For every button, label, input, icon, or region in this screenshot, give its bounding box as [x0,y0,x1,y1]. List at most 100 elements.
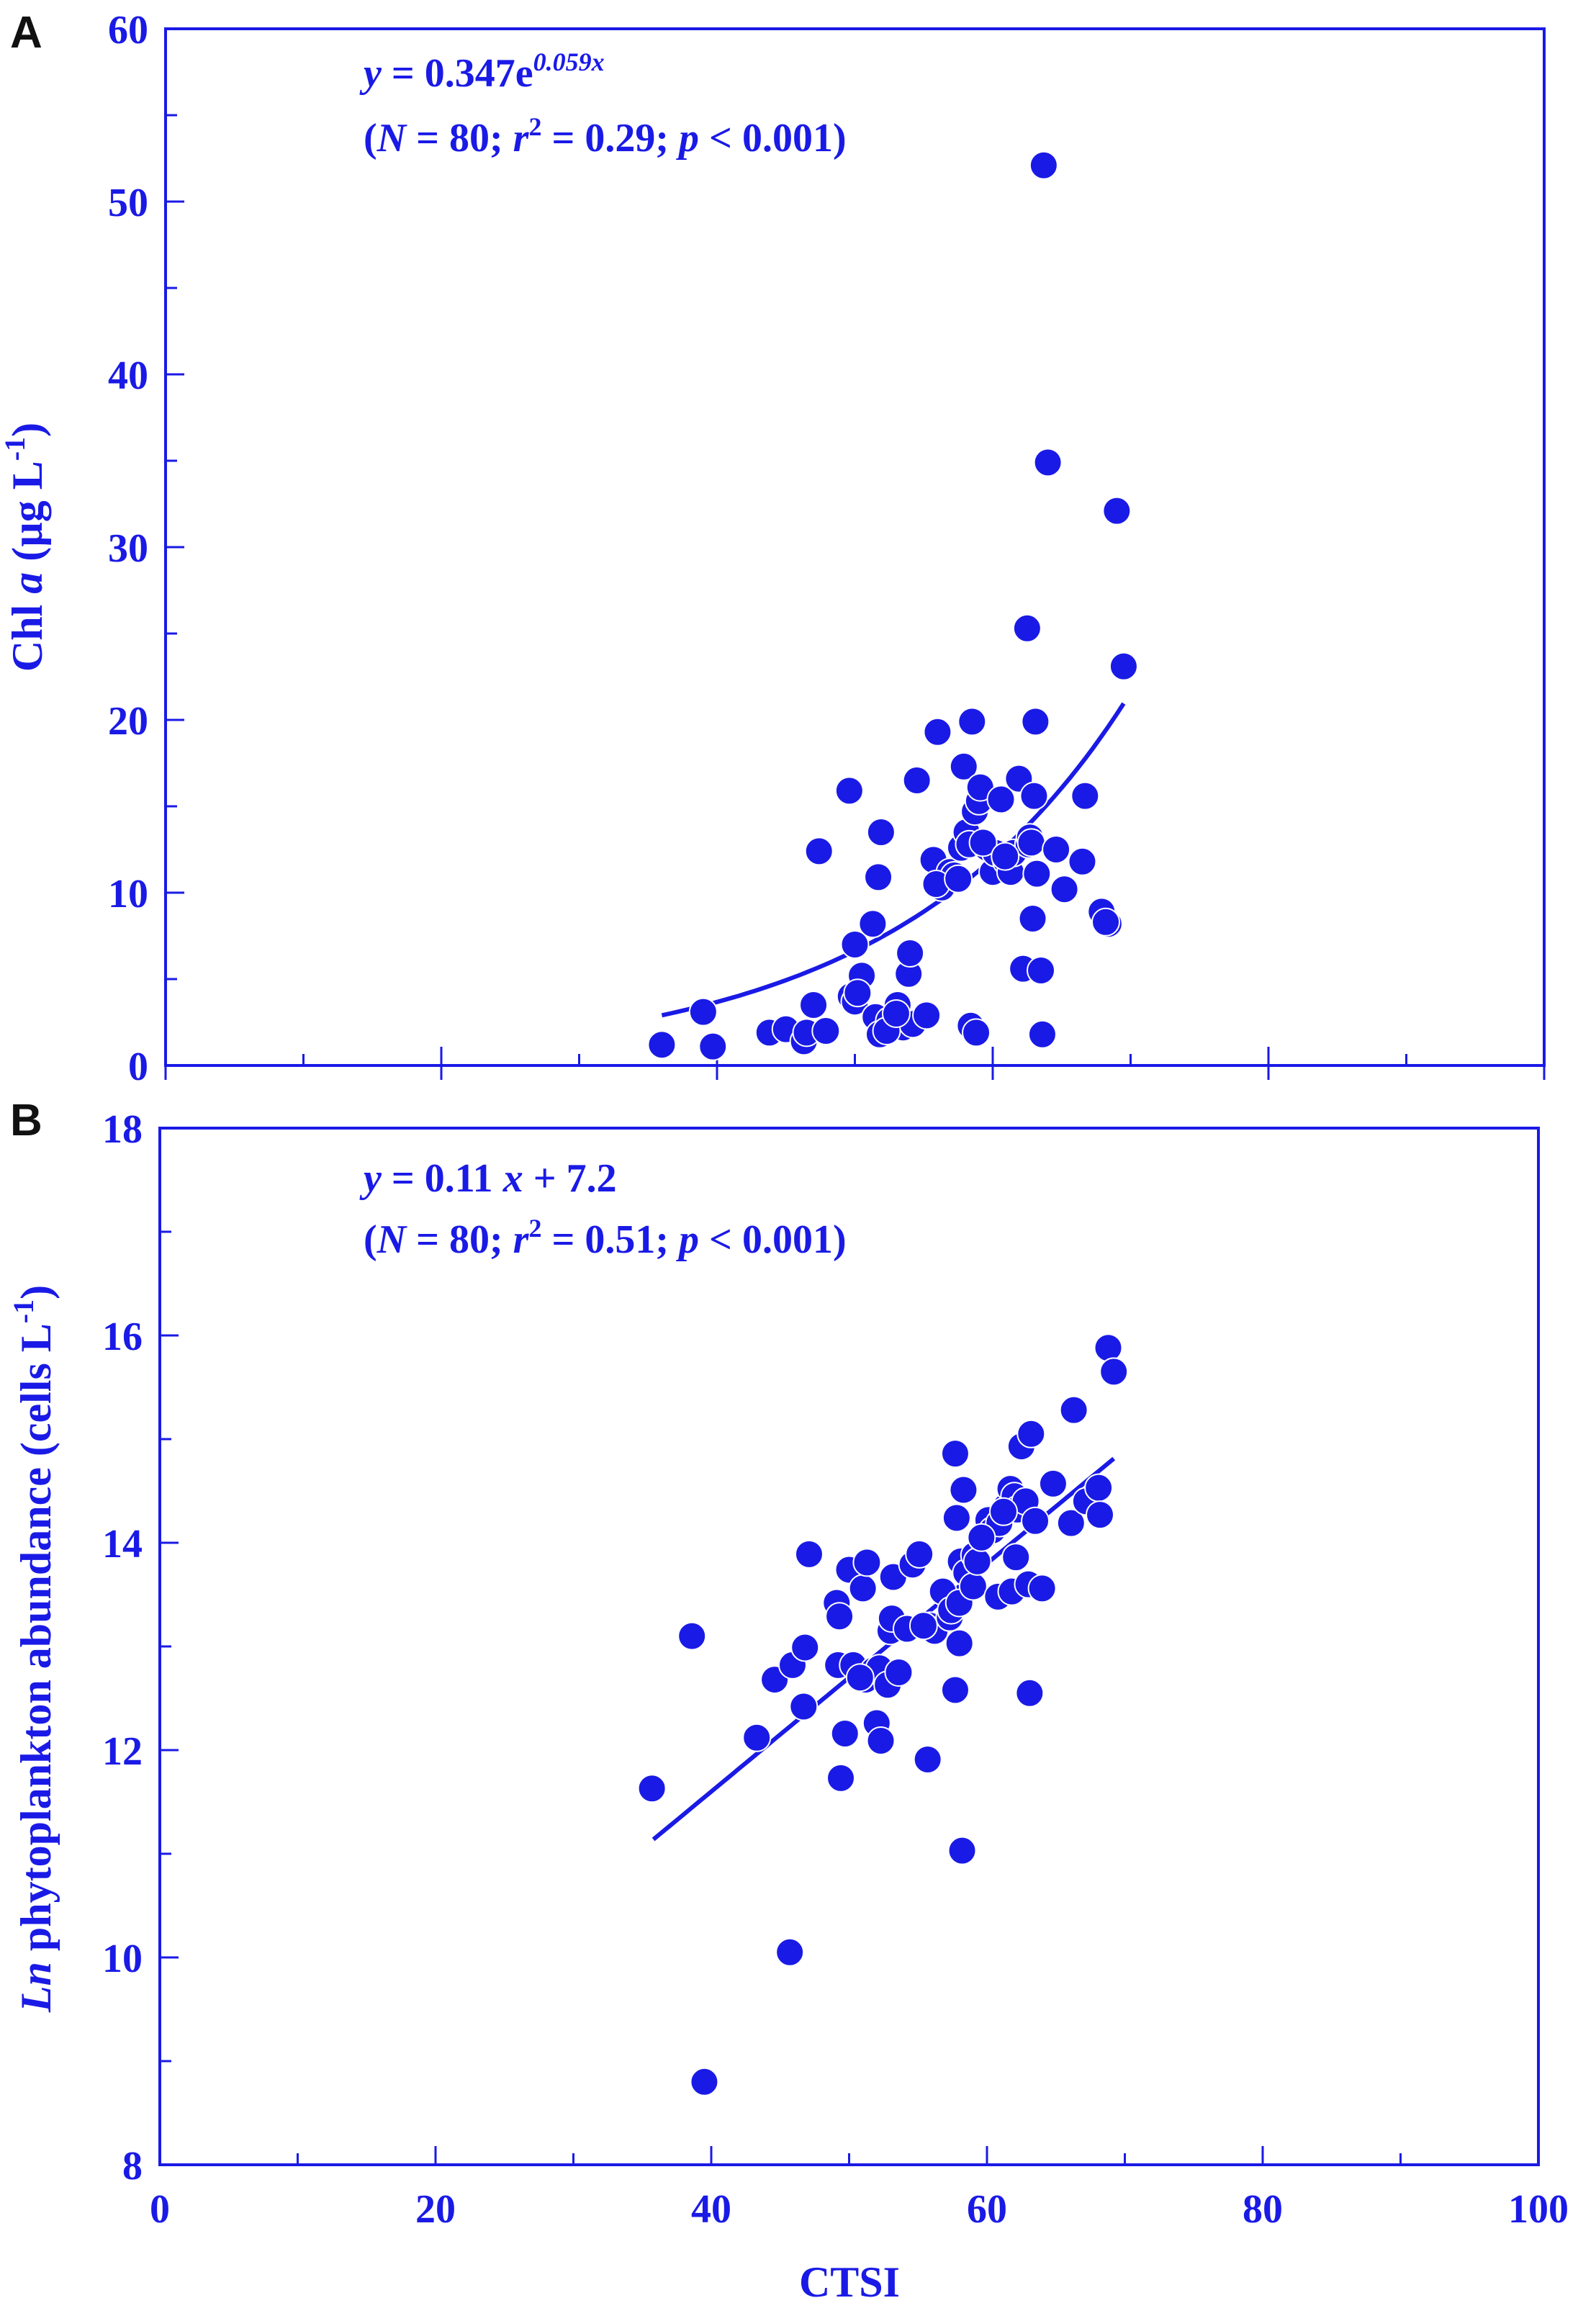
data-point [991,842,1020,871]
data-point [942,1503,971,1533]
data-point [843,978,873,1008]
data-point [1012,613,1042,643]
data-point [1021,707,1050,736]
data-point [1021,1506,1050,1536]
panel-b-letter: B [10,1096,42,1145]
data-point [804,837,834,866]
data-point [1070,781,1100,811]
y-tick-label: 50 [108,181,148,225]
data-point [1094,1333,1123,1363]
data-point [944,864,973,893]
data-point [1056,1508,1086,1538]
data-point [834,776,864,806]
y-tick-label: 12 [102,1729,143,1774]
data-point [1084,1473,1114,1502]
data-point [962,1546,992,1576]
y-tick-label: 20 [108,699,148,744]
data-point [902,766,932,795]
panel-b-y-tick-labels: 8 10 12 14 16 18 [102,1107,143,2189]
data-point [1015,1678,1045,1708]
data-point [1091,907,1121,937]
data-point [957,707,987,736]
data-point [637,1774,667,1803]
data-point [688,997,718,1027]
panel-a-points [647,150,1138,1061]
data-point [940,1439,970,1469]
data-point [949,1475,978,1505]
data-point [1027,1574,1057,1603]
data-point [864,862,893,892]
data-point [884,1658,914,1687]
data-point [840,930,870,959]
data-point [1022,859,1052,888]
data-point [825,1602,855,1631]
data-point [1018,904,1047,933]
data-point [1027,1019,1057,1049]
data-point [647,1030,677,1060]
panel-b: B 8 10 12 14 16 18 0 20 40 60 80 100 y = 0.11 x + … [7,1096,1569,2306]
data-point [967,1523,996,1552]
data-point [811,1017,841,1045]
data-point [896,939,925,968]
data-point [1099,1357,1129,1387]
data-point [905,1539,934,1569]
data-point [1102,496,1132,526]
data-point [1038,1469,1068,1498]
data-point [826,1763,856,1793]
panel-b-equation: y = 0.11 x + 7.2 [359,1156,617,1201]
panel-a-letter: A [10,8,42,58]
panel-b-x-axis-label: CTSI [799,2258,900,2306]
data-point [1001,1543,1031,1572]
data-point [958,1572,988,1601]
data-point [1033,448,1063,477]
x-tick-label: 20 [415,2187,456,2232]
panel-b-ticks [158,1127,1540,2166]
data-point [912,1001,942,1030]
panel-b-points [637,1333,1129,2096]
data-point [909,1611,938,1641]
data-point [1029,150,1058,180]
panel-a-y-tick-labels: 0 10 20 30 40 50 60 [108,8,148,1089]
data-point [1068,847,1097,876]
data-point [940,1675,970,1705]
data-point [1027,956,1056,985]
data-point [986,785,1016,814]
y-tick-label: 60 [108,8,148,53]
data-point [923,717,952,747]
data-point [866,818,896,847]
panel-a-equation: y = 0.347e0.059x [359,48,605,96]
data-point [1016,828,1046,857]
data-point [1086,1500,1115,1530]
data-point [913,1744,942,1774]
y-tick-label: 10 [102,1937,143,1981]
x-tick-label: 60 [967,2187,1007,2232]
y-tick-label: 30 [108,526,148,571]
y-tick-label: 14 [102,1522,143,1567]
data-point [947,1836,977,1865]
y-tick-label: 8 [122,2144,143,2189]
data-point [1109,652,1138,681]
data-point [690,2067,719,2096]
data-point [852,1548,882,1577]
panel-b-stats: (N = 80; r2 = 0.51; p < 0.001) [364,1214,847,1262]
data-point [881,999,911,1028]
y-tick-label: 40 [108,353,148,398]
data-point [949,752,978,781]
x-tick-label: 100 [1508,2187,1569,2232]
data-point [742,1723,772,1752]
y-tick-label: 16 [102,1315,143,1359]
data-point [799,991,829,1019]
data-point [830,1718,860,1748]
data-point [1042,835,1071,864]
panel-a-fit-curve [661,702,1126,1018]
panel-b-x-tick-labels: 0 20 40 60 80 100 [150,2187,1569,2232]
data-point [794,1539,824,1569]
data-point [1050,875,1079,904]
data-point [1059,1395,1088,1425]
data-point [866,1726,896,1756]
y-tick-label: 0 [128,1045,148,1089]
data-point [698,1032,728,1061]
data-point [775,1937,805,1967]
data-point [944,1628,974,1658]
